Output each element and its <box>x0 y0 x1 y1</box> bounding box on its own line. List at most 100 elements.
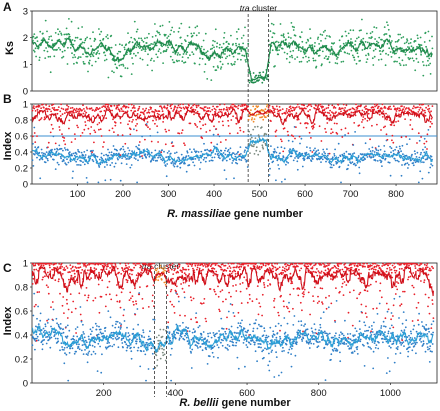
panel-c-lower-point <box>226 344 229 346</box>
panel-c-upper-point <box>350 266 353 269</box>
panel-c-upper-point <box>236 262 239 265</box>
ks-point <box>293 26 295 29</box>
panel-b-upper-point <box>334 107 337 109</box>
panel-c-upper-point <box>427 273 430 276</box>
panel-c-lower-point <box>381 337 384 340</box>
panel-c-upper-point <box>274 266 277 269</box>
panel-b-upper-point <box>424 111 427 114</box>
ks-point <box>245 47 248 49</box>
panel-c-lower-point <box>283 350 285 352</box>
panel-b-upper-point <box>111 127 114 130</box>
panel-b-upper-point <box>155 119 158 121</box>
ks-point <box>291 56 294 59</box>
panel-b-upper-point <box>32 135 34 138</box>
panel-c-upper-point <box>134 264 137 267</box>
ks-point <box>110 34 113 37</box>
panel-c-lower-point <box>87 352 90 354</box>
panel-b-lower-point <box>83 163 86 166</box>
panel-c-upper-point <box>204 317 207 320</box>
panel-c-lower-point <box>147 368 150 370</box>
panel-c-lower-point <box>415 352 417 355</box>
panel-c-upper-point <box>197 264 199 267</box>
panel-c-upper-point <box>239 283 242 285</box>
panel-c-upper-point <box>288 267 290 269</box>
panel-c-upper-point <box>420 280 422 282</box>
panel-c-upper-point <box>280 273 283 276</box>
panel-c-lower-point <box>83 336 86 339</box>
panel-b-upper-point <box>103 141 105 144</box>
panel-c-lower-point <box>56 337 59 340</box>
panel-c-lower-point <box>290 347 293 350</box>
panel-c-lower-point <box>237 332 240 334</box>
panel-b-lower-point <box>400 150 402 153</box>
ks-point <box>338 39 341 42</box>
panel-c-lower-point <box>354 334 356 336</box>
panel-b-lower-point <box>277 164 280 166</box>
panel-c-upper-point <box>408 264 410 267</box>
panel-b-lower-point <box>135 151 138 154</box>
panel-b-lower-point <box>34 146 37 149</box>
panel-c-lower-point <box>221 327 224 330</box>
panel-c-lower-point <box>216 332 218 335</box>
ks-point <box>358 29 361 32</box>
ks-point <box>400 37 403 39</box>
panel-b-upper-point <box>183 142 185 145</box>
panel-c-upper-point <box>202 265 205 267</box>
panel-c-lower-point <box>322 331 325 334</box>
panel-c-lower-point <box>229 340 232 343</box>
panel-c-lower-point <box>330 353 333 356</box>
panel-c-lower-point <box>349 338 352 341</box>
ks-point <box>353 56 356 59</box>
ks-point <box>73 54 76 56</box>
panel-c-upper-point <box>175 290 178 293</box>
ks-point <box>291 25 294 28</box>
panel-c-lower-point <box>312 343 315 345</box>
panel-b-upper-point <box>267 106 270 109</box>
panel-b-lower-point <box>369 150 372 153</box>
ks-point <box>278 49 280 51</box>
ks-moving-average-line <box>31 35 433 81</box>
ks-point <box>90 45 93 48</box>
panel-c-lower-point <box>428 361 431 363</box>
panel-c-upper-point <box>330 302 333 305</box>
ks-point <box>201 58 204 60</box>
ks-point <box>156 56 159 59</box>
panel-c-lower-point <box>305 328 308 331</box>
panel-b-lower-point <box>414 161 417 164</box>
panel-c-lower-point <box>60 327 62 330</box>
panel-b-lower-point <box>125 163 128 166</box>
ks-point <box>116 67 118 70</box>
panel-b-lower-point <box>174 152 176 155</box>
panel-b-lower-point <box>152 159 155 162</box>
panel-c-upper-point <box>288 264 291 267</box>
panel-b-upper-point <box>209 129 211 132</box>
panel-b-lower-point <box>262 147 265 150</box>
panel-b-upper-point <box>420 136 422 138</box>
panel-b-upper-point <box>142 108 144 110</box>
panel-c-lower-point <box>168 331 171 333</box>
panel-b-upper-point <box>209 149 212 152</box>
ks-point <box>126 67 129 70</box>
panel-b-lower-point <box>370 156 373 159</box>
panel-b-upper-point <box>177 104 180 107</box>
panel-c-lower-point <box>273 376 276 378</box>
panel-c-lower-point <box>79 306 82 308</box>
panel-b-upper-point <box>357 105 360 108</box>
panel-c-upper-point <box>401 339 404 342</box>
ks-point <box>307 56 310 59</box>
panel-b-upper-point <box>164 128 167 131</box>
panel-c-lower-point <box>135 340 138 343</box>
panel-c-upper-point <box>372 262 375 265</box>
panel-b-upper-point <box>340 110 342 113</box>
ks-point <box>271 36 274 39</box>
ks-point <box>244 26 246 29</box>
panel-c-lower-point <box>33 292 36 295</box>
panel-b-lower-point <box>300 137 303 140</box>
ks-point <box>265 78 268 80</box>
panel-c-lower-point <box>431 343 434 345</box>
panel-b-upper-point <box>114 124 117 127</box>
panel-c-upper-point <box>135 274 138 277</box>
ks-point <box>73 62 75 65</box>
panel-c-upper-point <box>124 267 127 270</box>
